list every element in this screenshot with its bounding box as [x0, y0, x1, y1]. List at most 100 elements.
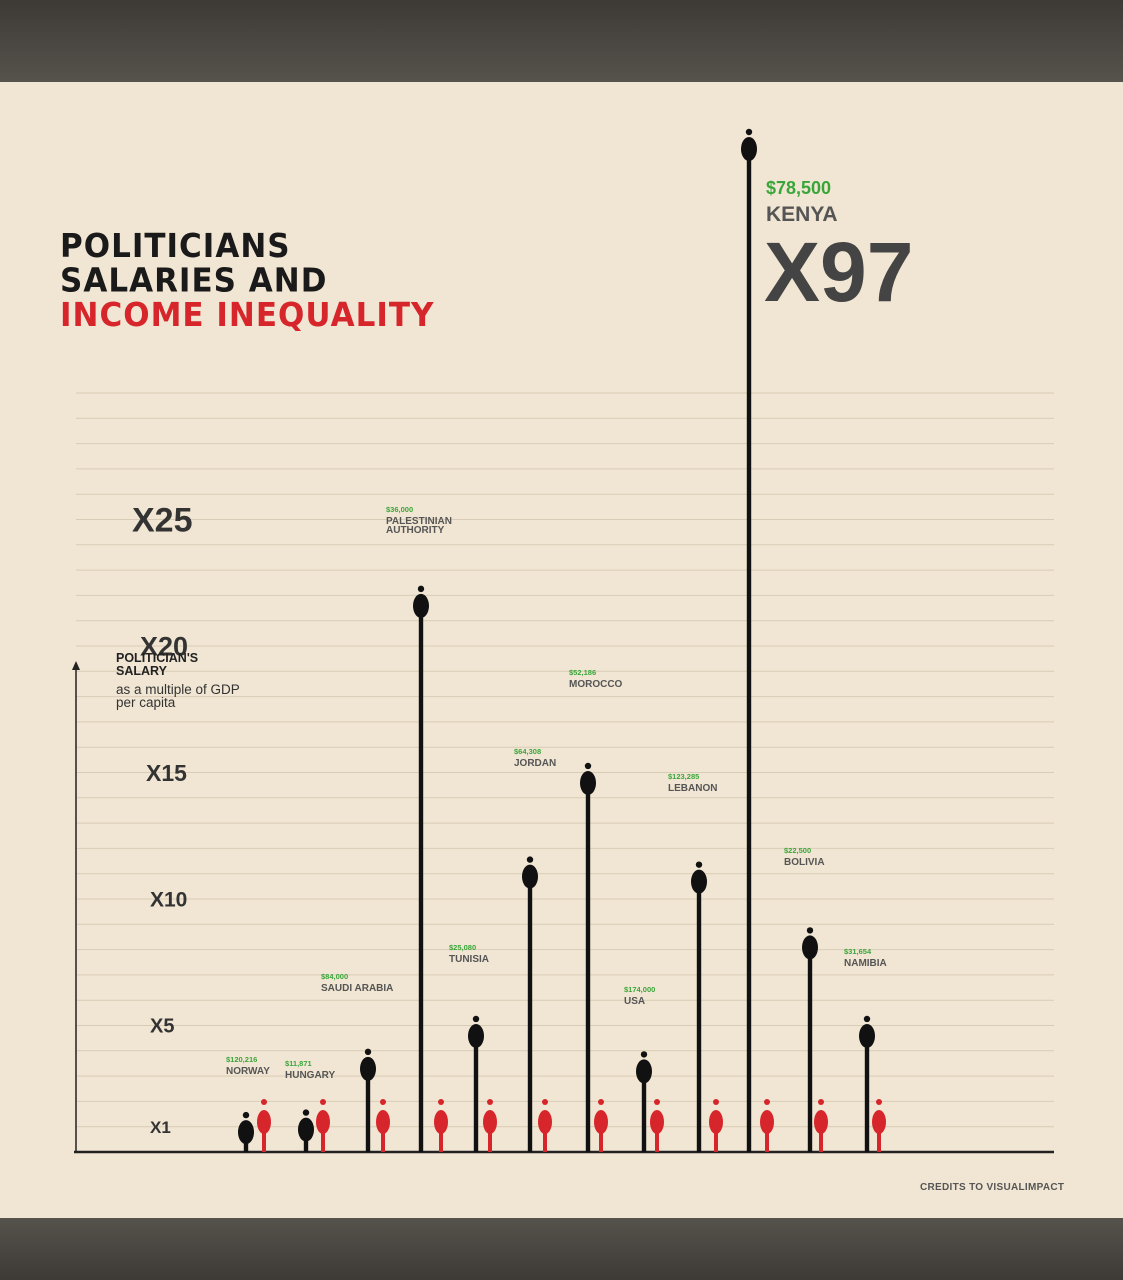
- citizen-figure: [483, 1099, 497, 1152]
- country-label: NORWAY: [226, 1066, 270, 1077]
- title-line-3: INCOME INEQUALITY: [60, 296, 435, 335]
- politician-body: [580, 770, 596, 795]
- country-label: BOLIVIA: [784, 857, 825, 868]
- citizen-figure: [872, 1099, 886, 1152]
- citizen-legs: [262, 1130, 266, 1152]
- politician-figure: [360, 1048, 376, 1152]
- citizen-head: [713, 1099, 719, 1105]
- citizen-figure: [709, 1099, 723, 1152]
- salary-label: $64,308: [514, 747, 541, 756]
- citizen-legs: [714, 1130, 718, 1152]
- citizen-figure: [376, 1099, 390, 1152]
- citizen-figure: [760, 1099, 774, 1152]
- country-label: MOROCCO: [569, 679, 623, 690]
- kenya-multiple-label: X97: [764, 225, 913, 319]
- bottom-frame-band: [0, 1218, 1123, 1280]
- salary-label: $84,000: [321, 972, 348, 981]
- citizen-body: [760, 1110, 774, 1134]
- citizen-figure: [316, 1099, 330, 1152]
- axis-label-line-1: POLITICIAN'S: [116, 651, 198, 665]
- citizen-legs: [439, 1130, 443, 1152]
- credits-text: CREDITS TO VISUALIMPACT: [920, 1182, 1065, 1193]
- citizen-head: [818, 1099, 824, 1105]
- citizen-body: [316, 1110, 330, 1134]
- politician-legs: [746, 154, 752, 1152]
- salary-label: $120,216: [226, 1055, 257, 1064]
- politician-figure: [522, 856, 538, 1152]
- politician-figure: [580, 762, 596, 1152]
- citizen-body: [594, 1110, 608, 1134]
- y-tick-label: X25: [132, 502, 193, 540]
- politician-head: [417, 585, 425, 593]
- citizen-head: [598, 1099, 604, 1105]
- citizen-figure: [538, 1099, 552, 1152]
- citizen-legs: [599, 1130, 603, 1152]
- politician-figure: [238, 1111, 254, 1152]
- politician-body: [636, 1059, 652, 1084]
- politician-head: [863, 1015, 871, 1023]
- politician-legs: [641, 1076, 647, 1152]
- politician-figure: [741, 128, 757, 1152]
- citizen-legs: [819, 1130, 823, 1152]
- citizen-legs: [321, 1130, 325, 1152]
- citizen-figure: [257, 1099, 271, 1152]
- politician-body: [802, 935, 818, 960]
- citizen-body: [434, 1110, 448, 1134]
- citizen-legs: [488, 1130, 492, 1152]
- politician-figure: [802, 927, 818, 1152]
- y-axis-arrow-icon: [72, 661, 80, 670]
- country-label: SAUDI ARABIA: [321, 983, 393, 994]
- politician-head: [302, 1109, 310, 1116]
- politician-head: [364, 1048, 372, 1056]
- axis-label-line-2: SALARY: [116, 664, 168, 678]
- citizen-head: [654, 1099, 660, 1105]
- salary-label: $25,080: [449, 943, 476, 952]
- citizen-legs: [655, 1130, 659, 1152]
- kenya-salary-label: $78,500: [766, 178, 831, 198]
- axis-label-line-4: per capita: [116, 695, 176, 710]
- politician-head: [640, 1051, 648, 1058]
- citizen-head: [542, 1099, 548, 1105]
- citizen-head: [487, 1099, 493, 1105]
- country-label: LEBANON: [668, 783, 717, 794]
- citizen-body: [538, 1110, 552, 1134]
- salary-label: $52,186: [569, 668, 596, 677]
- country-label: USA: [624, 996, 645, 1007]
- politician-figure: [413, 585, 429, 1152]
- poster-background: [0, 82, 1123, 1218]
- politician-head: [745, 128, 753, 136]
- politician-head: [584, 762, 592, 770]
- politician-head: [695, 861, 703, 868]
- citizen-legs: [765, 1130, 769, 1152]
- top-frame-band: [0, 0, 1123, 82]
- citizen-body: [376, 1110, 390, 1134]
- salary-label: $11,871: [285, 1059, 312, 1068]
- citizen-figure: [434, 1099, 448, 1152]
- salary-label: $123,285: [668, 772, 699, 781]
- politician-head: [242, 1111, 250, 1119]
- axis-label-line-3: as a multiple of GDP: [116, 682, 240, 697]
- citizen-head: [261, 1099, 267, 1105]
- politician-legs: [864, 1040, 870, 1152]
- country-label: NAMIBIA: [844, 958, 887, 969]
- politician-body: [298, 1117, 314, 1142]
- citizen-body: [814, 1110, 828, 1134]
- citizen-figure: [594, 1099, 608, 1152]
- politician-body: [238, 1120, 254, 1145]
- country-label: HUNGARY: [285, 1070, 336, 1081]
- politician-legs: [243, 1137, 249, 1152]
- salary-label: $22,500: [784, 846, 811, 855]
- politician-legs: [473, 1040, 479, 1152]
- title-line-2: SALARIES AND: [60, 262, 328, 300]
- citizen-head: [320, 1099, 326, 1105]
- country-label: AUTHORITY: [386, 525, 445, 536]
- politician-body: [741, 137, 757, 161]
- kenya-country-label: KENYA: [766, 203, 838, 226]
- politician-figure: [859, 1015, 875, 1152]
- politician-head: [526, 856, 534, 863]
- politician-figure: [298, 1109, 314, 1152]
- citizen-body: [872, 1110, 886, 1134]
- citizen-body: [650, 1110, 664, 1134]
- country-label: JORDAN: [514, 758, 556, 769]
